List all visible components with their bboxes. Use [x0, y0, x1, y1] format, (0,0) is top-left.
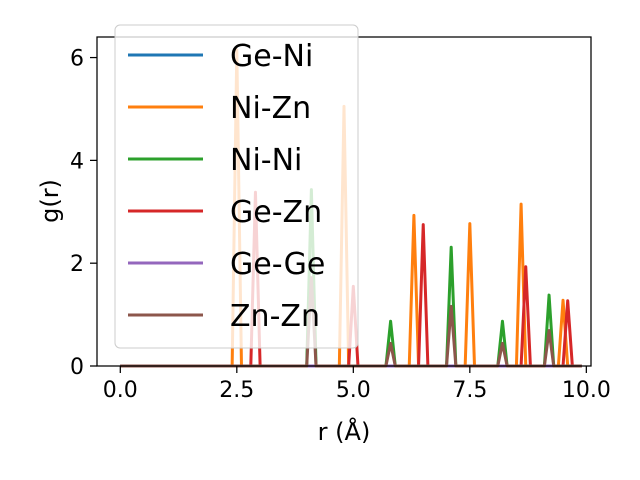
x-tick-label: 2.5 — [219, 378, 254, 403]
legend-label: Ni-Ni — [230, 143, 302, 178]
legend-label: Ge-Zn — [230, 195, 322, 230]
legend-label: Ge-Ge — [230, 247, 325, 282]
y-axis-label: g(r) — [36, 179, 64, 223]
y-tick-label: 6 — [70, 47, 84, 72]
legend-label: Ge-Ni — [230, 39, 313, 74]
legend: Ge-Ni Ni-Zn Ni-Ni Ge-Zn Ge-Ge Zn-Zn — [114, 24, 359, 349]
y-tick-label: 2 — [70, 252, 84, 277]
legend-label: Ni-Zn — [230, 91, 311, 126]
x-tick-label: 7.5 — [452, 378, 487, 403]
x-axis-label: r (Å) — [318, 417, 371, 446]
x-tick-label: 5.0 — [336, 378, 371, 403]
x-tick-label: 0.0 — [103, 378, 138, 403]
x-axis: 0.0 2.5 5.0 7.5 10.0 — [103, 366, 611, 403]
y-tick-label: 4 — [70, 149, 84, 174]
y-axis: 0 2 4 6 — [70, 47, 97, 380]
y-tick-label: 0 — [70, 355, 84, 380]
legend-label: Zn-Zn — [230, 299, 320, 334]
x-tick-label: 10.0 — [562, 378, 611, 403]
